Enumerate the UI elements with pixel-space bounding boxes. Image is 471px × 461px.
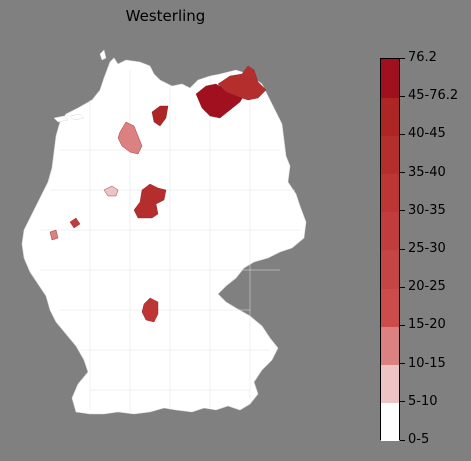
- colorbar-tick: [400, 133, 405, 135]
- colorbar-label: 30-35: [408, 202, 446, 218]
- region-west-small-a: [69, 217, 81, 229]
- colorbar-tick: [400, 172, 405, 174]
- map-title: Westerling: [125, 7, 206, 25]
- colorbar-tick: [400, 401, 405, 403]
- region-south: [141, 297, 159, 323]
- district-borders: [40, 70, 300, 412]
- colorbar-label: 20-25: [408, 279, 446, 295]
- colorbar-label: 35-40: [408, 164, 446, 180]
- colorbar-segment: [381, 173, 399, 213]
- region-west-small-b: [49, 229, 59, 241]
- region-north-small: [151, 105, 169, 127]
- colorbar-segment: [381, 59, 399, 98]
- colorbar-label: 5-10: [408, 393, 438, 409]
- colorbar: [380, 58, 400, 442]
- colorbar-tick: [400, 95, 405, 97]
- colorbar-label: 40-45: [408, 126, 446, 142]
- colorbar-segment: [381, 250, 399, 289]
- colorbar-segment: [381, 97, 399, 136]
- colorbar-label: 76.2: [408, 50, 437, 65]
- colorbar-label: 10-15: [408, 355, 446, 371]
- colorbar-segment: [381, 211, 399, 251]
- colorbar-label: 25-30: [408, 241, 446, 256]
- colorbar-tick: [400, 57, 405, 59]
- colorbar-tick: [400, 324, 405, 326]
- colorbar-segment: [381, 402, 399, 442]
- colorbar-label: 0-5: [408, 432, 430, 447]
- colorbar-segment: [381, 135, 399, 175]
- colorbar-label: 45-76.2: [408, 88, 459, 104]
- colorbar-segment: [381, 288, 399, 327]
- region-ne-island: [217, 65, 267, 101]
- north-sea-islands: [53, 49, 107, 123]
- region-central-west-small: [103, 185, 119, 197]
- colorbar-tick: [400, 286, 405, 288]
- colorbar-tick: [400, 363, 405, 365]
- colorbar-segment: [381, 364, 399, 404]
- region-central: [133, 183, 167, 219]
- colorbar-tick: [400, 439, 405, 441]
- colorbar-label: 15-20: [408, 317, 446, 333]
- region-northwest: [117, 121, 143, 155]
- colorbar-tick: [400, 210, 405, 212]
- colorbar-tick: [400, 248, 405, 250]
- colorbar-segment: [381, 326, 399, 366]
